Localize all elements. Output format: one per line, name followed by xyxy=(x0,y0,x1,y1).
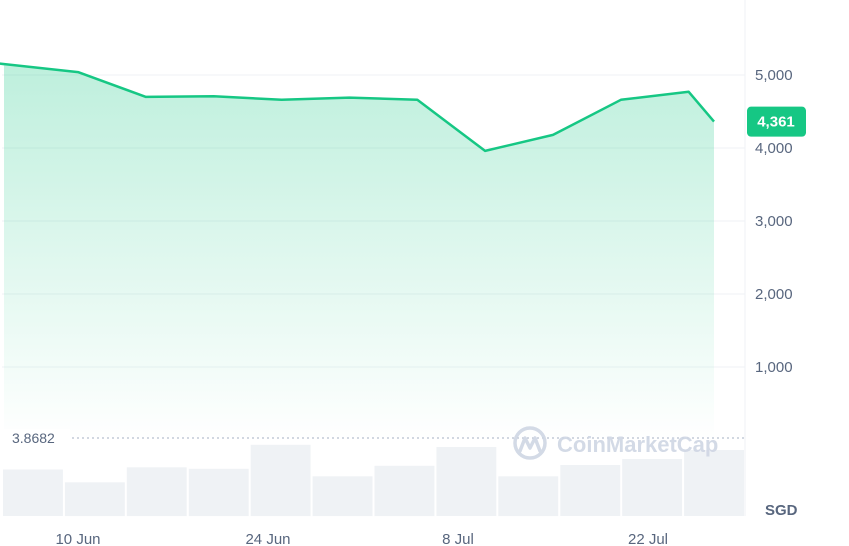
volume-bar xyxy=(498,476,559,517)
y-tick-label: 3,000 xyxy=(755,213,793,230)
current-price-label: 4,361 xyxy=(757,114,795,131)
baseline-label: 3.8682 xyxy=(12,430,55,446)
x-tick-label: 8 Jul xyxy=(442,531,474,546)
volume-bars xyxy=(3,444,744,517)
volume-bar xyxy=(3,469,63,516)
volume-bar xyxy=(560,465,621,516)
y-tick-label: 4,000 xyxy=(755,140,793,157)
volume-bar xyxy=(374,465,435,517)
volume-bar xyxy=(250,444,311,517)
y-tick-label: 5,000 xyxy=(755,67,793,84)
baseline-label-bg xyxy=(2,429,70,447)
price-area-fill xyxy=(0,63,714,440)
y-tick-label: 1,000 xyxy=(755,359,793,376)
volume-bar xyxy=(188,468,249,517)
x-axis-ticks: 10 Jun 24 Jun 8 Jul 22 Jul xyxy=(55,531,668,546)
current-price-badge-bg xyxy=(747,106,806,137)
y-tick-label: 2,000 xyxy=(755,286,793,303)
coinmarketcap-logo-icon xyxy=(513,426,547,460)
x-tick-label: 24 Jun xyxy=(245,531,290,546)
volume-bar xyxy=(126,467,187,517)
y-axis-ticks: 1,000 2,000 3,000 4,000 5,000 xyxy=(755,67,793,376)
volume-bar xyxy=(312,476,373,517)
price-line xyxy=(0,62,715,153)
x-tick-label: 10 Jun xyxy=(55,531,100,546)
volume-bar xyxy=(64,482,125,517)
volume-bar xyxy=(622,459,683,516)
current-price-badge: 4,361 xyxy=(747,106,806,137)
volume-bar xyxy=(684,450,744,516)
coinmarketcap-watermark: CoinMarketCap xyxy=(513,426,718,460)
watermark-text: CoinMarketCap xyxy=(557,432,718,457)
x-tick-label: 22 Jul xyxy=(628,531,668,546)
baseline-marker: 3.8682 xyxy=(2,429,745,447)
currency-label: SGD xyxy=(765,502,798,519)
volume-bar xyxy=(436,447,497,516)
